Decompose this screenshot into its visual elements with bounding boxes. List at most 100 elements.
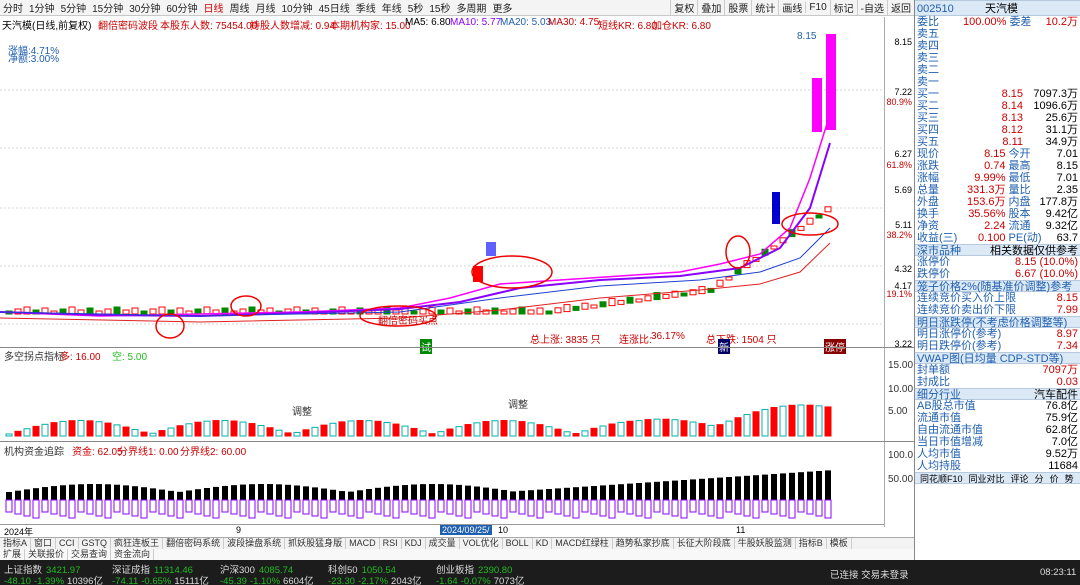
extension-tab[interactable]: 资金流向 [111,549,155,560]
period-tab[interactable]: 45日线 [318,4,350,15]
ind2-bar [276,484,282,500]
quote-cell: 涨幅 [917,172,939,184]
period-tab[interactable]: 15秒 [429,4,451,15]
indicator-tab[interactable]: 波段操盘系统 [224,538,286,549]
ind2-bar [123,485,129,500]
quote-tab[interactable]: 分 [1034,474,1044,484]
quote-cell: 委差 [1009,16,1032,28]
indicator-tab[interactable]: 疯狂连板王 [111,538,164,549]
period-tab[interactable]: 60分钟 [166,4,198,15]
period-tab[interactable]: 季线 [355,4,376,15]
indicator-tab[interactable]: 抓妖股猛身版 [285,538,347,549]
quote-tab[interactable]: 价 [1049,474,1059,484]
extension-tab[interactable]: 关联报价 [25,549,69,560]
toolbar-button[interactable]: 标记 [829,0,857,15]
indicator-tab[interactable]: CCI [56,538,79,549]
ind2-pos [509,499,517,513]
indicator-tab[interactable]: BOLL [503,538,533,549]
ind2-pos [446,499,454,515]
indicator-tab[interactable]: 窗口 [31,538,57,549]
period-tab[interactable]: 5秒 [407,4,424,15]
quote-tab[interactable]: 同业对比 [968,474,1005,484]
indicator-tab[interactable]: 模板 [827,538,852,549]
indicator-tab[interactable]: 趋势私家抄底 [613,538,674,549]
toolbar-button[interactable]: 统计 [751,0,778,15]
ind2-bar [717,477,723,500]
candle [455,310,463,315]
period-tab[interactable]: 30分钟 [129,4,161,15]
ind2-pos [347,499,355,517]
period-tab[interactable]: 年线 [381,4,402,15]
indicator-tab[interactable]: KDJ [402,538,426,549]
indicator-tab[interactable]: 翻倍密码系统 [163,538,225,549]
toolbar-button[interactable]: 股票 [724,0,751,15]
extension-tab[interactable]: 扩展 [0,549,26,560]
connection-status[interactable]: 已连接 交易未登录 [830,570,909,581]
indicator-tab[interactable]: MACD红绿柱 [552,538,613,549]
quote-cell: 100.00% [963,16,1007,28]
indicator-tab[interactable]: MACD [346,538,380,549]
index-quote[interactable]: 科创50 1050.54 [328,562,396,576]
period-tab[interactable]: 10分钟 [281,4,313,15]
toolbar-button[interactable]: 画线 [778,0,805,15]
long-short-indicator[interactable] [0,360,884,440]
ind2-pos [86,499,94,515]
period-tab[interactable]: 5分钟 [60,4,87,15]
toolbar-button[interactable]: -自选 [856,0,887,15]
indicator-name[interactable]: 翻倍密码波段 [98,21,158,32]
candle [486,242,496,256]
toolbar-button[interactable]: F10 [805,2,829,13]
indicator-tab[interactable]: KD [533,538,553,549]
indicator-tab[interactable]: 成交量 [426,538,460,549]
candle [86,307,94,315]
candle [473,266,483,282]
price-tick: 61.8% [886,160,912,170]
period-tab[interactable]: 15分钟 [92,4,124,15]
indicator-tab[interactable]: RSI [380,538,402,549]
period-tab[interactable]: 周线 [229,4,250,15]
index-quote[interactable]: 创业板指 2390.80 [436,562,512,576]
toolbar-button[interactable]: 叠加 [697,0,724,15]
indicator-tab[interactable]: 指标A [0,538,32,549]
quote-cell: 总量 [917,184,939,196]
index-quote[interactable]: 上证指数 3421.97 [4,562,80,576]
marker-3: 涨停 [824,339,846,354]
indicator-tab[interactable]: GSTQ [79,538,112,549]
quote-cell: 流通 [1008,220,1031,232]
index-quote[interactable]: 深证成指 11314.46 [112,562,193,576]
period-tab[interactable]: 1分钟 [29,4,55,15]
candlestick-chart[interactable] [0,28,884,346]
candle [131,307,139,315]
quote-tab[interactable]: 联 [1077,473,1080,484]
quote-row: 人均持股 11684 [915,460,1080,472]
ind1-bar [464,424,472,437]
price-tick: 19.1% [886,289,912,299]
indicator-tab[interactable]: 指标B [796,538,827,549]
period-tab[interactable]: 日线 [203,4,224,15]
period-tab[interactable]: 更多 [492,4,513,15]
period-tab[interactable]: 月线 [255,4,276,15]
indicator-tab[interactable]: 长征大阶段底 [674,538,735,549]
quote-cell: 6.67 (10.0%) [1015,268,1078,280]
period-tab[interactable]: 多周期 [456,4,487,15]
quote-tab[interactable]: 同花顺F10 [920,474,963,484]
ind1-bar [320,424,328,437]
ind2-bar [654,481,660,500]
candle [581,302,589,310]
quote-cell: 委比 [917,16,939,28]
toolbar-button[interactable]: 复权 [670,0,697,15]
period-tab[interactable]: 分时 [3,4,23,15]
ind2-bar [816,471,822,500]
ma20: MA20: 5.03 [500,17,552,28]
fund-tracking-indicator[interactable] [0,454,884,524]
indicator-tab[interactable]: VOL优化 [460,538,503,549]
index-quote[interactable]: 沪深300 4085.74 [220,562,293,576]
indicator-tab[interactable]: 牛股妖股监测 [735,538,796,549]
ind1-bar [212,420,220,437]
quote-tab[interactable]: 评论 [1010,474,1029,484]
ind1-bar [644,419,652,437]
quote-tab[interactable]: 势 [1064,474,1074,484]
ind2-pos [482,499,490,515]
toolbar-button[interactable]: 返回 [887,0,914,15]
extension-tab[interactable]: 交易查询 [68,549,112,560]
